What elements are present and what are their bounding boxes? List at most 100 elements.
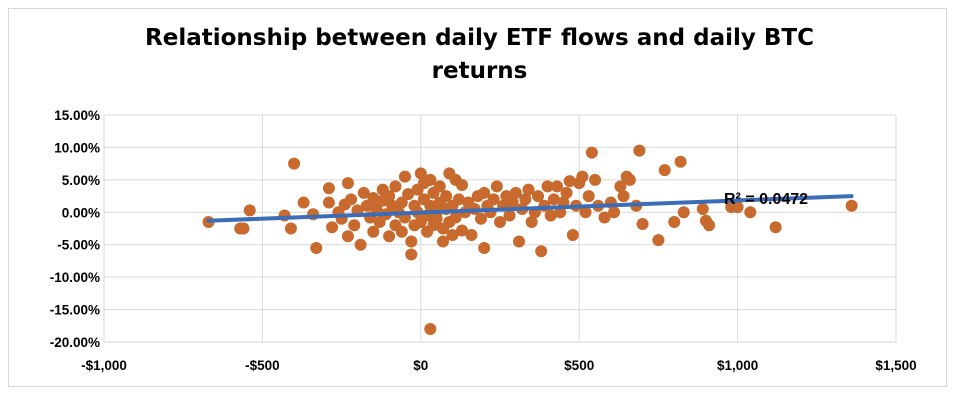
data-point <box>589 173 602 186</box>
data-point <box>389 180 402 193</box>
y-tick-label: 10.00% <box>54 140 100 155</box>
data-point <box>383 190 396 203</box>
data-point <box>478 241 491 254</box>
y-tick-label: 5.00% <box>62 173 100 188</box>
data-point <box>284 222 297 235</box>
data-point <box>405 235 418 248</box>
data-point <box>465 228 478 241</box>
data-point <box>474 212 487 225</box>
data-point <box>623 173 636 186</box>
data-point <box>297 196 310 209</box>
data-point <box>357 186 370 199</box>
data-point <box>551 180 564 193</box>
data-point <box>633 144 646 157</box>
data-point <box>370 203 383 216</box>
data-point <box>769 221 782 234</box>
data-point <box>494 216 506 229</box>
data-point <box>455 179 468 192</box>
data-point <box>506 196 519 209</box>
data-point <box>513 235 526 248</box>
y-tick-label: -20.00% <box>50 335 100 350</box>
data-point <box>585 146 598 159</box>
data-point <box>430 212 443 225</box>
x-tick-label: -$500 <box>245 358 280 373</box>
data-point <box>487 193 500 206</box>
data-point <box>452 193 465 206</box>
data-point <box>674 155 687 168</box>
data-point <box>322 182 335 195</box>
data-point <box>579 206 592 219</box>
x-tick-label: $1,000 <box>717 358 758 373</box>
chart-title: Relationship between daily ETF flows and… <box>0 22 959 88</box>
data-point <box>395 196 408 209</box>
data-point <box>658 164 671 177</box>
trendline-group: R² = 0.0472 <box>206 191 854 223</box>
data-point <box>405 248 418 261</box>
data-point <box>544 209 557 222</box>
chart-title-line-1: Relationship between daily ETF flows and… <box>145 25 814 51</box>
y-tick-label: -5.00% <box>57 238 100 253</box>
data-point <box>703 219 716 232</box>
y-tick-label: -10.00% <box>50 270 100 285</box>
x-tick-label: -$1,000 <box>81 358 127 373</box>
data-point <box>446 228 459 241</box>
data-point <box>243 204 256 217</box>
data-point <box>845 199 858 212</box>
data-point <box>449 211 462 224</box>
data-point <box>436 235 449 248</box>
data-point <box>402 188 415 201</box>
data-point <box>532 190 545 203</box>
x-tick-label: $1,500 <box>875 358 916 373</box>
gridlines <box>103 114 897 343</box>
data-point <box>582 190 595 203</box>
x-axis-tick-labels: -$1,000 -$500 $0 $500 $1,000 $1,500 <box>81 358 917 373</box>
data-point <box>398 170 411 183</box>
data-point <box>433 180 446 193</box>
data-point <box>341 230 354 243</box>
data-point <box>345 193 358 206</box>
data-point <box>525 216 538 229</box>
data-point <box>490 180 503 193</box>
data-point <box>383 230 396 243</box>
data-point <box>322 196 335 209</box>
data-point <box>608 206 621 219</box>
data-point <box>576 170 589 183</box>
data-point <box>354 238 367 251</box>
data-point <box>288 157 301 170</box>
data-point <box>455 224 468 237</box>
data-point <box>509 186 522 199</box>
y-tick-label: -15.00% <box>50 303 100 318</box>
data-point <box>395 225 408 238</box>
data-point <box>614 180 627 193</box>
trendline <box>206 194 854 223</box>
data-point <box>440 190 453 203</box>
data-point <box>424 173 437 186</box>
data-point <box>652 234 665 247</box>
data-point <box>367 225 380 238</box>
data-point <box>424 323 437 336</box>
data-point <box>636 217 649 230</box>
data-point <box>744 206 757 219</box>
data-point <box>522 183 535 196</box>
data-point <box>731 201 744 214</box>
x-tick-label: $0 <box>413 358 428 373</box>
data-points <box>202 144 858 336</box>
data-point <box>348 219 361 232</box>
data-point <box>367 192 380 205</box>
data-point <box>598 211 611 224</box>
y-tick-label: 15.00% <box>54 108 100 123</box>
data-point <box>566 228 579 241</box>
data-point <box>341 177 354 190</box>
data-point <box>668 216 681 229</box>
data-point <box>503 209 516 222</box>
data-point <box>547 193 560 206</box>
chart-title-line-2: returns <box>431 58 528 84</box>
data-point <box>535 245 548 258</box>
data-point <box>560 186 573 199</box>
y-axis-tick-labels: 15.00% 10.00% 5.00% 0.00% -5.00% -10.00% -15.0… <box>50 108 100 350</box>
data-point <box>237 222 250 235</box>
x-tick-label: $500 <box>564 358 594 373</box>
data-point <box>696 203 709 216</box>
data-point <box>677 206 690 219</box>
